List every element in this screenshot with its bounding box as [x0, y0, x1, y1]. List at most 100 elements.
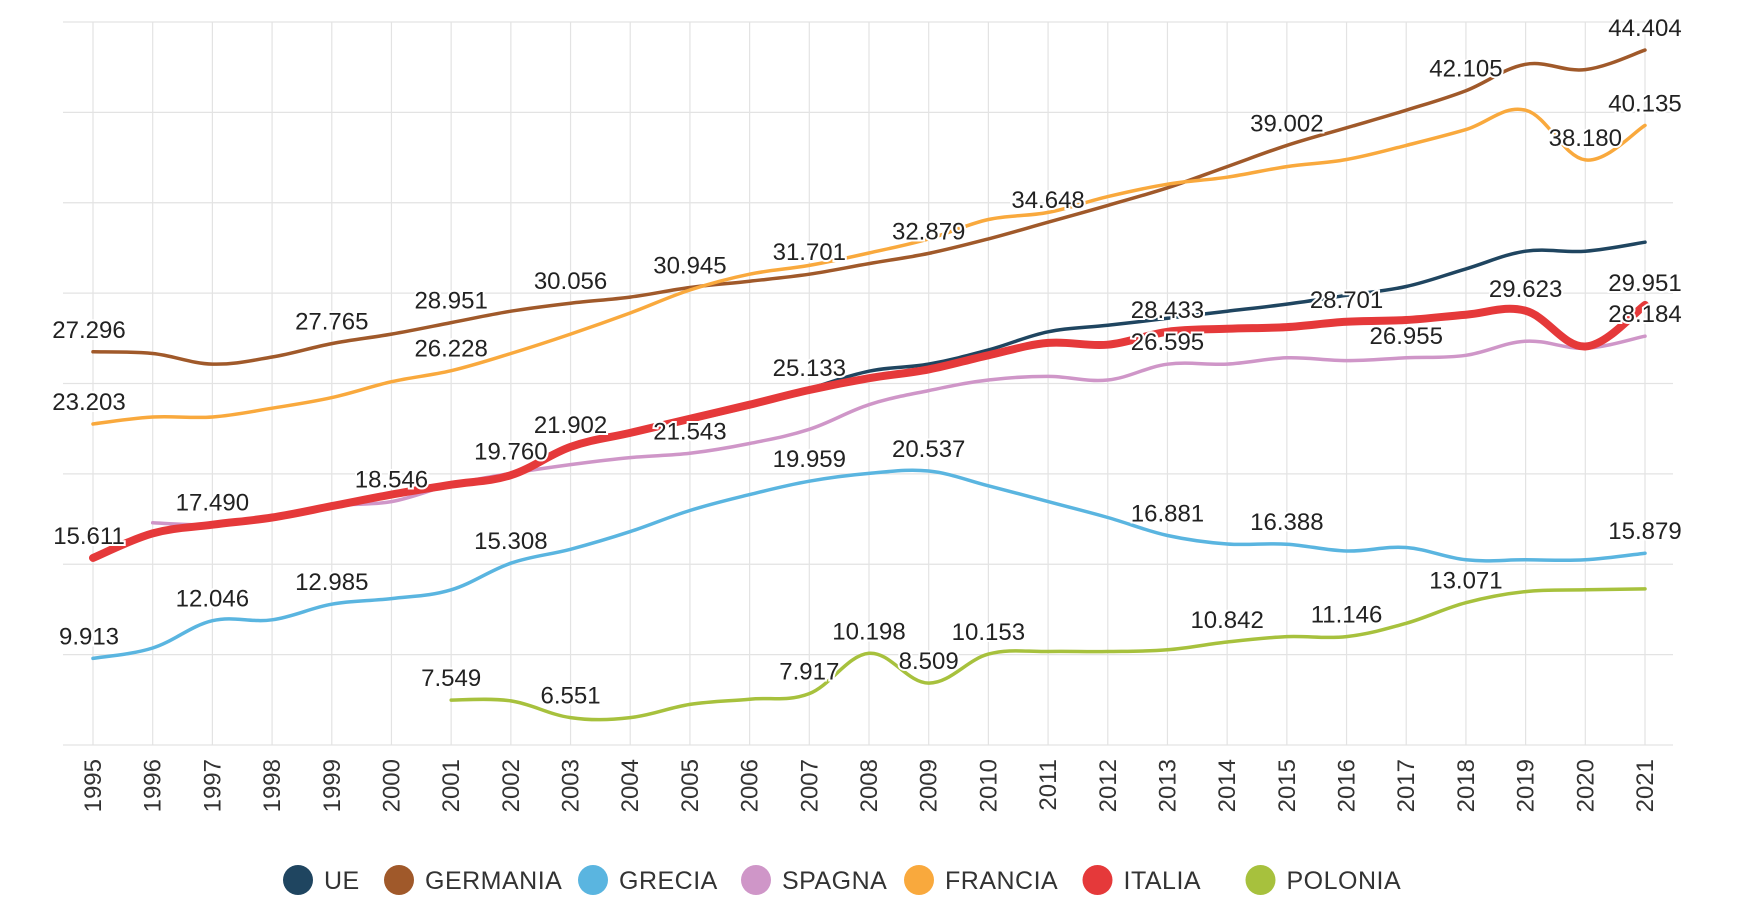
data-label-germania: 27.765 — [295, 309, 368, 336]
data-label-spagna: 28.184 — [1608, 301, 1681, 328]
data-label-grecia: 16.881 — [1131, 500, 1204, 527]
legend-item-spagna: SPAGNA — [741, 865, 887, 895]
data-label-grecia: 19.959 — [773, 446, 846, 473]
data-label-polonia: 11.146 — [1311, 602, 1383, 629]
x-tick-label: 2001 — [438, 759, 465, 812]
legend-swatch — [578, 865, 608, 895]
x-tick-label: 1997 — [199, 759, 226, 812]
legend-item-germania: GERMANIA — [384, 865, 562, 895]
series-line-polonia — [449, 587, 1647, 722]
x-tick-label: 2010 — [975, 759, 1002, 812]
legend-swatch — [1245, 865, 1276, 895]
x-tick-label: 2002 — [498, 759, 525, 812]
legend-swatch — [904, 865, 934, 895]
x-tick-label: 2006 — [737, 759, 764, 812]
legend-item-francia: FRANCIA — [904, 865, 1058, 895]
data-label-polonia: 8.509 — [899, 648, 959, 675]
data-label-germania: 44.404 — [1608, 15, 1681, 42]
data-label-francia: 23.203 — [52, 389, 125, 416]
x-tick-label: 2018 — [1453, 759, 1480, 812]
data-label-germania: 32.879 — [892, 218, 965, 245]
data-label-grecia: 12.985 — [295, 569, 368, 596]
x-tick-label: 1995 — [80, 759, 107, 812]
data-label-spagna: 18.546 — [355, 467, 428, 494]
x-axis-ticks: 1995 1996 1997 1998 1999 2000 2001 2002 2003 2004… — [80, 759, 1659, 812]
legend-label: GRECIA — [619, 867, 718, 895]
x-tick-label: 2008 — [856, 759, 883, 812]
series-line-grecia — [91, 468, 1647, 661]
data-label-grecia: 20.537 — [892, 436, 965, 463]
data-label-grecia: 15.308 — [474, 528, 547, 555]
x-tick-label: 2004 — [617, 759, 644, 812]
data-label-italia: 25.133 — [773, 355, 846, 382]
data-label-spagna: 21.543 — [653, 418, 726, 445]
x-tick-label: 2013 — [1154, 759, 1181, 812]
data-label-polonia: 10.153 — [952, 619, 1025, 646]
x-tick-label: 2015 — [1274, 759, 1301, 812]
legend-label: GERMANIA — [425, 867, 562, 895]
data-label-germania: 30.945 — [653, 252, 726, 279]
data-label-germania: 28.951 — [414, 288, 487, 315]
x-tick-label: 1999 — [319, 759, 346, 812]
data-label-germania: 42.105 — [1429, 56, 1502, 83]
x-tick-label: 2019 — [1513, 759, 1540, 812]
legend-item-grecia: GRECIA — [578, 865, 718, 895]
legend-item-polonia: POLONIA — [1245, 865, 1402, 895]
legend-item-italia: ITALIA — [1082, 865, 1201, 895]
legend-item-ue: UE — [283, 865, 360, 895]
x-tick-label: 2003 — [558, 759, 585, 812]
data-labels: 27.296 27.765 28.951 30.056 30.945 31.701 32.8… — [50, 13, 1683, 712]
data-label-italia: 21.902 — [534, 412, 607, 439]
legend-label: FRANCIA — [945, 867, 1058, 895]
x-tick-label: 2009 — [916, 759, 943, 812]
data-label-germania: 30.056 — [534, 268, 607, 295]
legend-swatch — [283, 865, 313, 895]
data-label-polonia: 10.198 — [832, 618, 905, 645]
data-label-germania: 34.648 — [1011, 187, 1084, 214]
x-tick-label: 2005 — [677, 759, 704, 812]
data-label-germania: 27.296 — [52, 317, 125, 344]
legend-label: UE — [324, 867, 360, 895]
x-tick-label: 2014 — [1214, 759, 1241, 812]
x-tick-label: 2007 — [796, 759, 823, 812]
series-line-italia — [89, 301, 1649, 562]
data-label-polonia: 10.842 — [1190, 607, 1263, 634]
data-label-spagna: 26.955 — [1370, 323, 1443, 350]
data-label-italia: 15.611 — [53, 523, 125, 550]
series-line-spagna — [150, 334, 1647, 527]
series-line-francia — [91, 107, 1647, 426]
data-label-polonia: 7.917 — [779, 659, 839, 686]
legend-label: POLONIA — [1287, 867, 1402, 895]
data-label-grecia: 15.879 — [1608, 518, 1681, 545]
data-label-francia: 26.228 — [414, 336, 487, 363]
x-tick-label: 2016 — [1334, 759, 1361, 812]
data-label-polonia: 6.551 — [541, 683, 601, 710]
legend-swatch — [741, 865, 771, 895]
data-label-italia: 28.701 — [1310, 287, 1383, 314]
x-tick-label: 2021 — [1632, 759, 1659, 812]
x-tick-label: 2011 — [1035, 759, 1062, 811]
legend-swatch — [1082, 865, 1113, 895]
series-line-germania — [91, 48, 1647, 366]
data-label-francia: 40.135 — [1608, 90, 1681, 117]
data-label-polonia: 7.549 — [421, 665, 481, 692]
data-label-spagna: 26.595 — [1131, 329, 1204, 356]
data-label-spagna: 19.760 — [474, 438, 547, 465]
data-label-grecia: 9.913 — [59, 623, 119, 650]
data-label-italia: 29.623 — [1489, 276, 1562, 303]
legend: UE GERMANIA GRECIA SPAGNA FRANCIA ITALIA POLON… — [283, 865, 1401, 895]
x-tick-label: 1996 — [140, 759, 167, 812]
x-tick-label: 2020 — [1572, 759, 1599, 812]
legend-swatch — [384, 865, 414, 895]
x-tick-label: 2017 — [1393, 759, 1420, 812]
data-label-grecia: 16.388 — [1250, 509, 1323, 536]
x-tick-label: 1998 — [259, 759, 286, 812]
data-label-polonia: 13.071 — [1429, 568, 1502, 595]
legend-label: SPAGNA — [782, 867, 887, 895]
data-label-grecia: 12.046 — [176, 586, 249, 613]
data-label-germania: 31.701 — [773, 239, 846, 266]
data-label-italia: 29.951 — [1608, 270, 1681, 297]
series-lines — [89, 48, 1649, 722]
